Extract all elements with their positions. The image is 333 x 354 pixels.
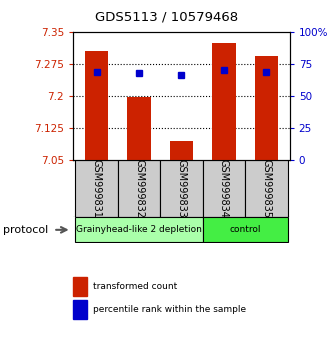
Text: GSM999833: GSM999833: [176, 159, 186, 218]
Text: GSM999834: GSM999834: [219, 159, 229, 218]
Bar: [170, 141, 193, 160]
Text: transformed count: transformed count: [93, 282, 177, 291]
Text: Grainyhead-like 2 depletion: Grainyhead-like 2 depletion: [76, 225, 202, 234]
Bar: [75, 160, 118, 217]
Bar: [203, 160, 245, 217]
Bar: [85, 51, 108, 160]
Bar: [75, 217, 203, 242]
Bar: [203, 217, 288, 242]
Text: GSM999835: GSM999835: [261, 159, 271, 218]
Text: percentile rank within the sample: percentile rank within the sample: [93, 305, 246, 314]
Bar: [245, 160, 288, 217]
Text: GSM999831: GSM999831: [92, 159, 102, 218]
Text: GSM999832: GSM999832: [134, 159, 144, 218]
Text: GDS5113 / 10579468: GDS5113 / 10579468: [95, 11, 238, 24]
Bar: [118, 160, 160, 217]
Bar: [160, 160, 203, 217]
Bar: [255, 56, 278, 160]
Bar: [212, 44, 236, 160]
Bar: [127, 97, 151, 160]
Text: control: control: [229, 225, 261, 234]
Text: protocol: protocol: [3, 225, 49, 235]
